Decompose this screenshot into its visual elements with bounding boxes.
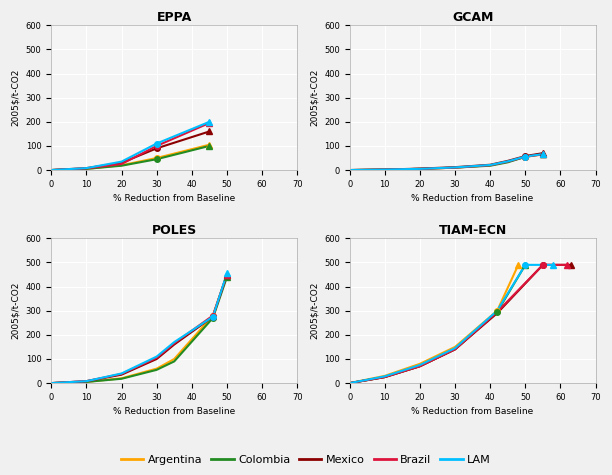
Y-axis label: 2005$/t-CO2: 2005$/t-CO2 (310, 282, 318, 340)
Legend: Argentina, Colombia, Mexico, Brazil, LAM: Argentina, Colombia, Mexico, Brazil, LAM (117, 451, 495, 469)
Title: EPPA: EPPA (157, 11, 192, 24)
X-axis label: % Reduction from Baseline: % Reduction from Baseline (113, 408, 236, 417)
Title: POLES: POLES (152, 224, 197, 237)
X-axis label: % Reduction from Baseline: % Reduction from Baseline (411, 408, 534, 417)
Y-axis label: 2005$/t-CO2: 2005$/t-CO2 (11, 69, 20, 126)
X-axis label: % Reduction from Baseline: % Reduction from Baseline (411, 194, 534, 203)
X-axis label: % Reduction from Baseline: % Reduction from Baseline (113, 194, 236, 203)
Y-axis label: 2005$/t-CO2: 2005$/t-CO2 (310, 69, 318, 126)
Title: TIAM-ECN: TIAM-ECN (438, 224, 507, 237)
Y-axis label: 2005$/t-CO2: 2005$/t-CO2 (11, 282, 20, 340)
Title: GCAM: GCAM (452, 11, 493, 24)
